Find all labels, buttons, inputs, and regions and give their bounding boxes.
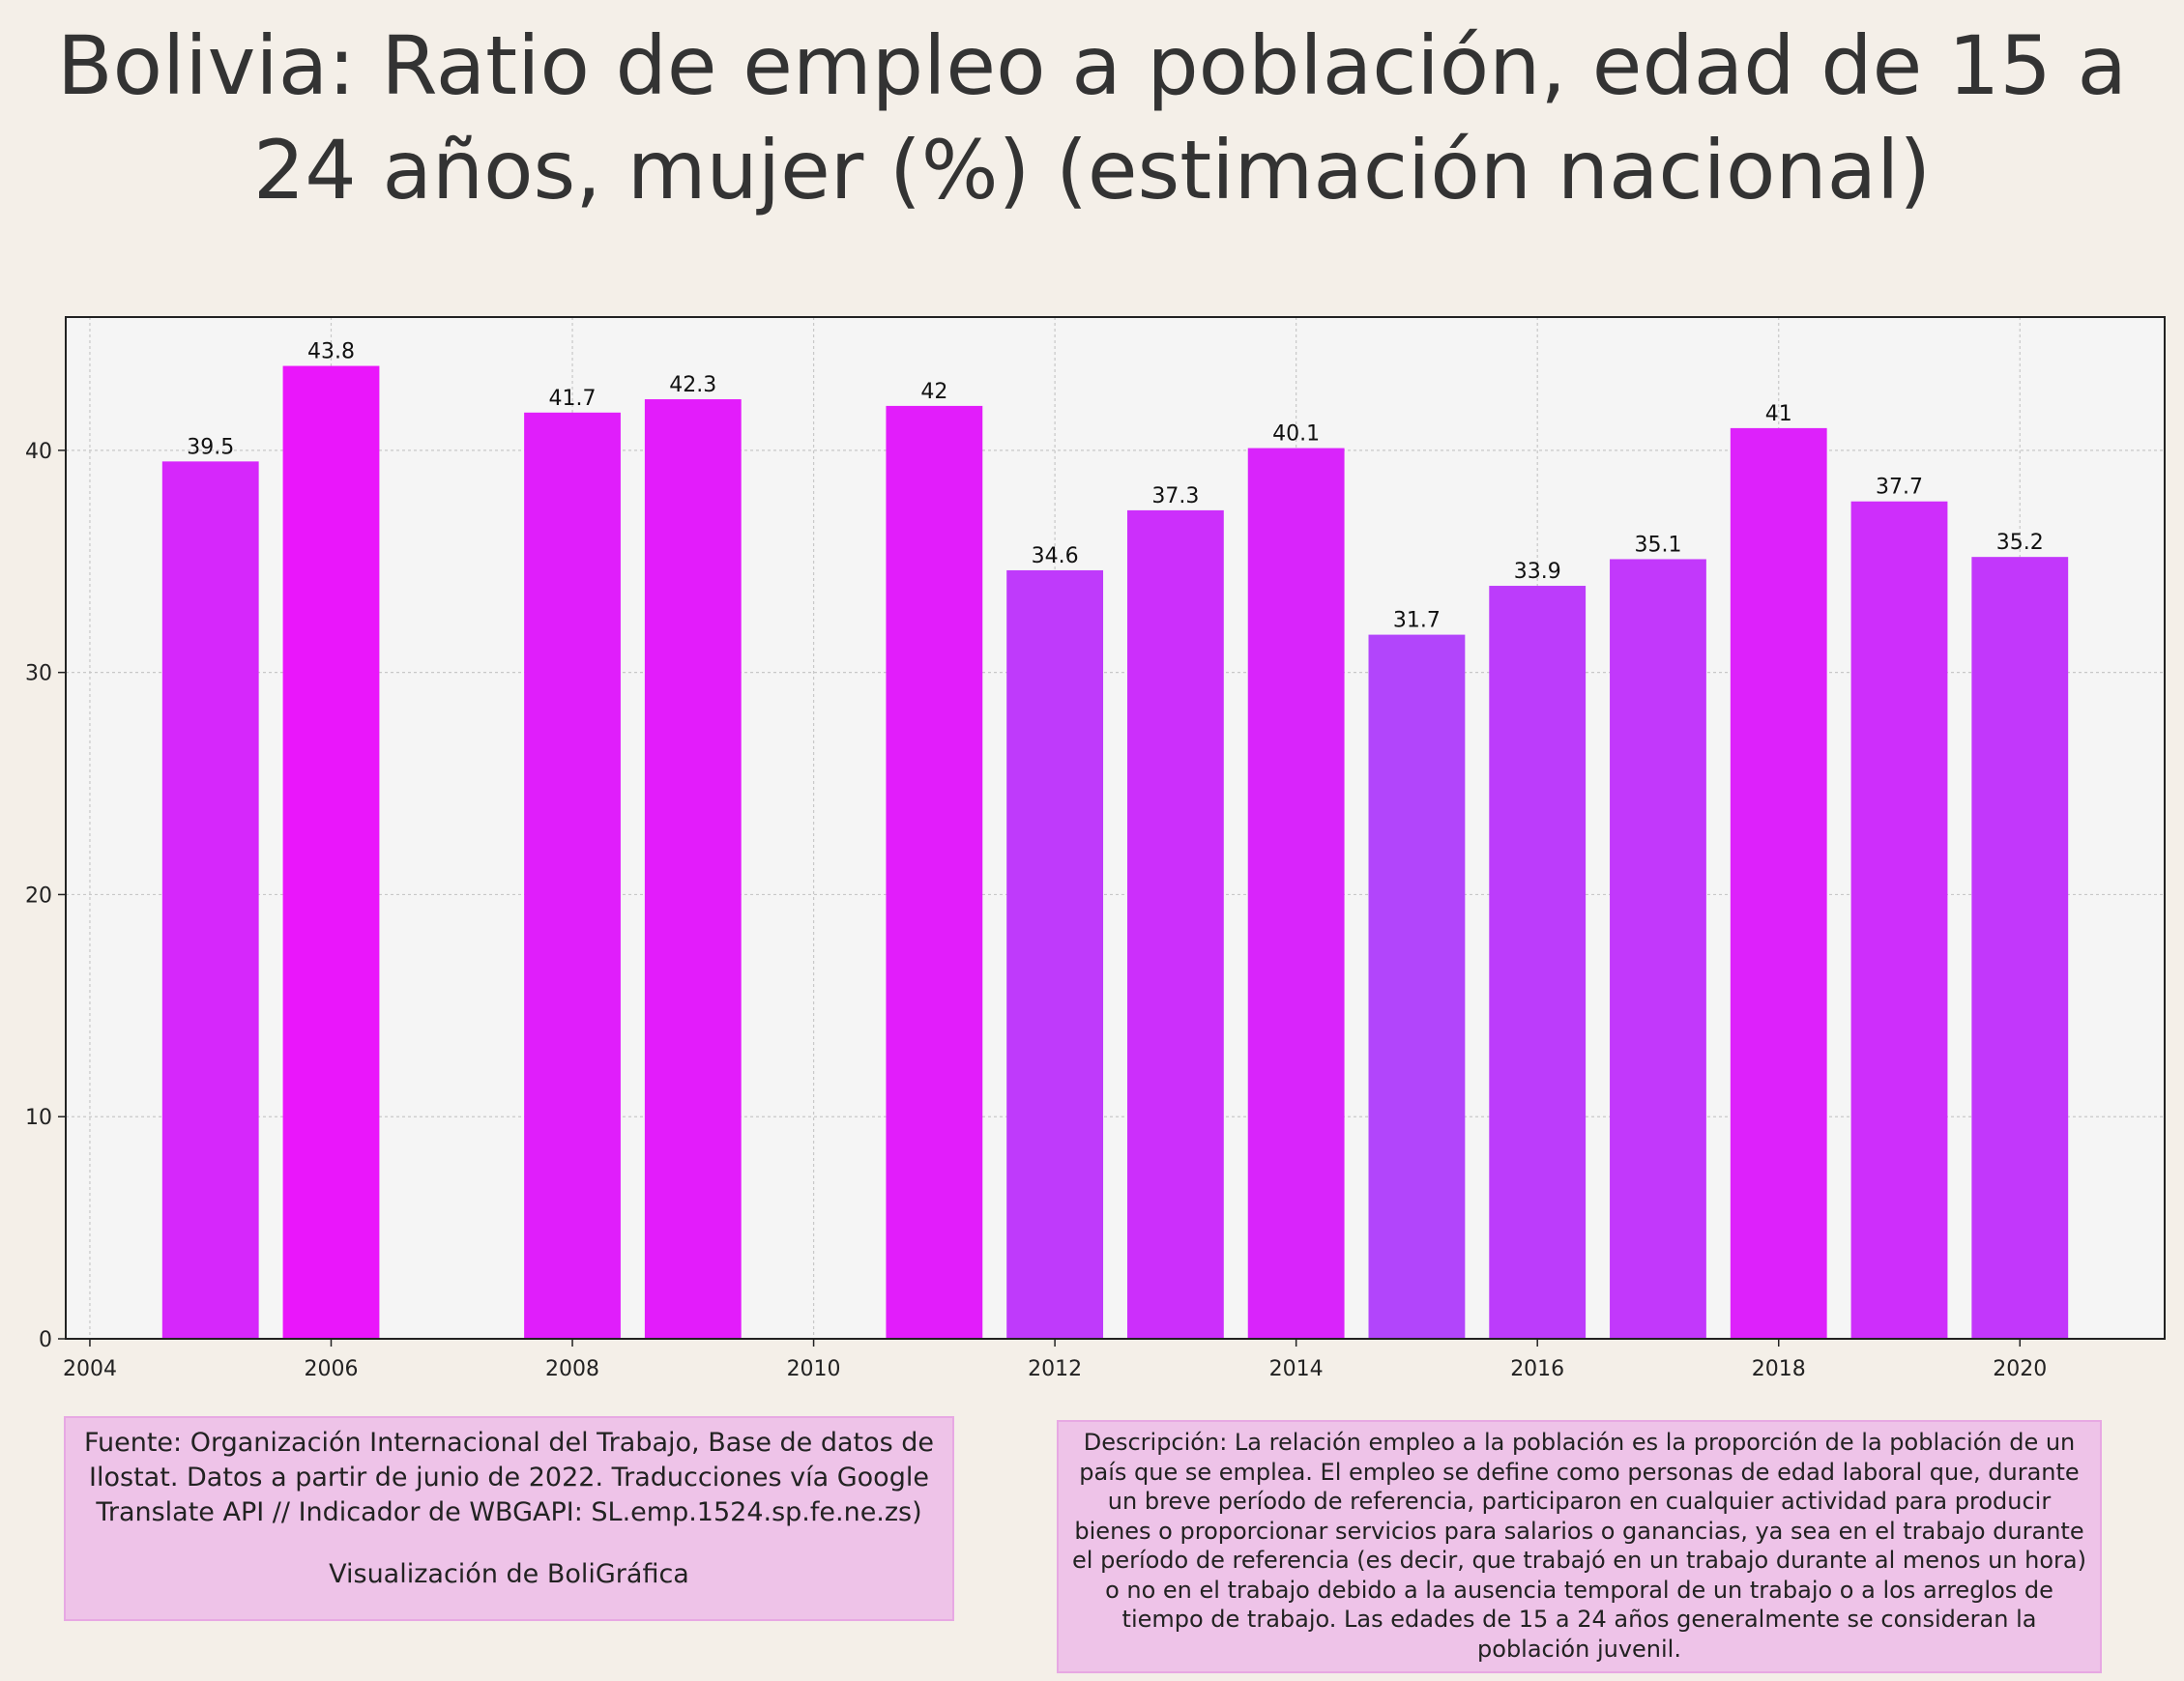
data-label-2013: 37.3 bbox=[1151, 484, 1199, 508]
x-tick-label: 2012 bbox=[1028, 1357, 1082, 1381]
bar-2014 bbox=[1247, 448, 1345, 1339]
y-tick-label: 30 bbox=[25, 662, 52, 686]
data-label-2005: 39.5 bbox=[187, 435, 234, 459]
x-tick-label: 2014 bbox=[1269, 1357, 1324, 1381]
x-tick-label: 2008 bbox=[545, 1357, 599, 1381]
x-tick-label: 2010 bbox=[787, 1357, 841, 1381]
bar-2020 bbox=[1971, 557, 2069, 1339]
data-label-2012: 34.6 bbox=[1032, 544, 1079, 568]
data-label-2009: 42.3 bbox=[669, 373, 716, 397]
x-axis-ticks: 2004 2006 2008 2010 2012 2014 2016 2018 2020 bbox=[63, 1339, 2047, 1381]
x-tick-label: 2016 bbox=[1510, 1357, 1564, 1381]
bar-2019 bbox=[1850, 501, 1948, 1339]
y-tick-label: 10 bbox=[25, 1106, 52, 1130]
data-labels: 39.5 43.8 41.7 42.3 42 34.6 37.3 40.1 31.7 33.9 35… bbox=[187, 340, 2044, 633]
y-tick-label: 40 bbox=[25, 440, 52, 464]
bar-2012 bbox=[1006, 569, 1104, 1339]
bar-2016 bbox=[1489, 586, 1587, 1339]
x-tick-label: 2006 bbox=[304, 1357, 358, 1381]
bar-2008 bbox=[524, 412, 621, 1339]
x-tick-label: 2020 bbox=[1993, 1357, 2047, 1381]
data-label-2015: 31.7 bbox=[1393, 609, 1441, 633]
bar-2013 bbox=[1126, 509, 1224, 1339]
source-text: Fuente: Organización Internacional del T… bbox=[83, 1428, 935, 1527]
data-label-2017: 35.1 bbox=[1634, 533, 1681, 557]
credit-text: Visualización de BoliGráfica bbox=[329, 1559, 689, 1589]
data-label-2006: 43.8 bbox=[307, 340, 355, 364]
source-note: Fuente: Organización Internacional del T… bbox=[64, 1416, 954, 1621]
data-label-2014: 40.1 bbox=[1272, 422, 1320, 447]
bar-2011 bbox=[886, 405, 983, 1339]
plot-frame bbox=[65, 316, 2166, 1340]
x-tick-label: 2018 bbox=[1752, 1357, 1806, 1381]
chart-title: Bolivia: Ratio de empleo a población, ed… bbox=[56, 18, 2128, 217]
bar-2006 bbox=[282, 365, 380, 1339]
bar-2018 bbox=[1730, 427, 1827, 1339]
data-label-2008: 41.7 bbox=[549, 387, 597, 411]
bar-2015 bbox=[1368, 634, 1466, 1339]
plot-area bbox=[66, 317, 2165, 1339]
y-tick-label: 20 bbox=[25, 884, 52, 908]
description-note: Descripción: La relación empleo a la pob… bbox=[1057, 1420, 2102, 1673]
bars bbox=[161, 365, 2069, 1340]
data-label-2011: 42 bbox=[920, 380, 947, 404]
data-label-2016: 33.9 bbox=[1514, 560, 1561, 584]
bar-2009 bbox=[644, 399, 742, 1340]
data-label-2019: 37.7 bbox=[1876, 476, 1923, 500]
bar-2017 bbox=[1610, 559, 1706, 1339]
y-axis-ticks: 0 10 20 30 40 bbox=[25, 440, 66, 1352]
bar-2005 bbox=[161, 461, 259, 1339]
y-tick-label: 0 bbox=[39, 1328, 52, 1352]
x-tick-label: 2004 bbox=[63, 1357, 117, 1381]
bar-chart: 39.5 43.8 41.7 42.3 42 34.6 37.3 40.1 31.7 33.9 35… bbox=[25, 316, 2166, 1381]
description-text: Descripción: La relación empleo a la pob… bbox=[1072, 1429, 2086, 1663]
data-label-2018: 41 bbox=[1765, 402, 1792, 426]
data-label-2020: 35.2 bbox=[1996, 531, 2044, 555]
